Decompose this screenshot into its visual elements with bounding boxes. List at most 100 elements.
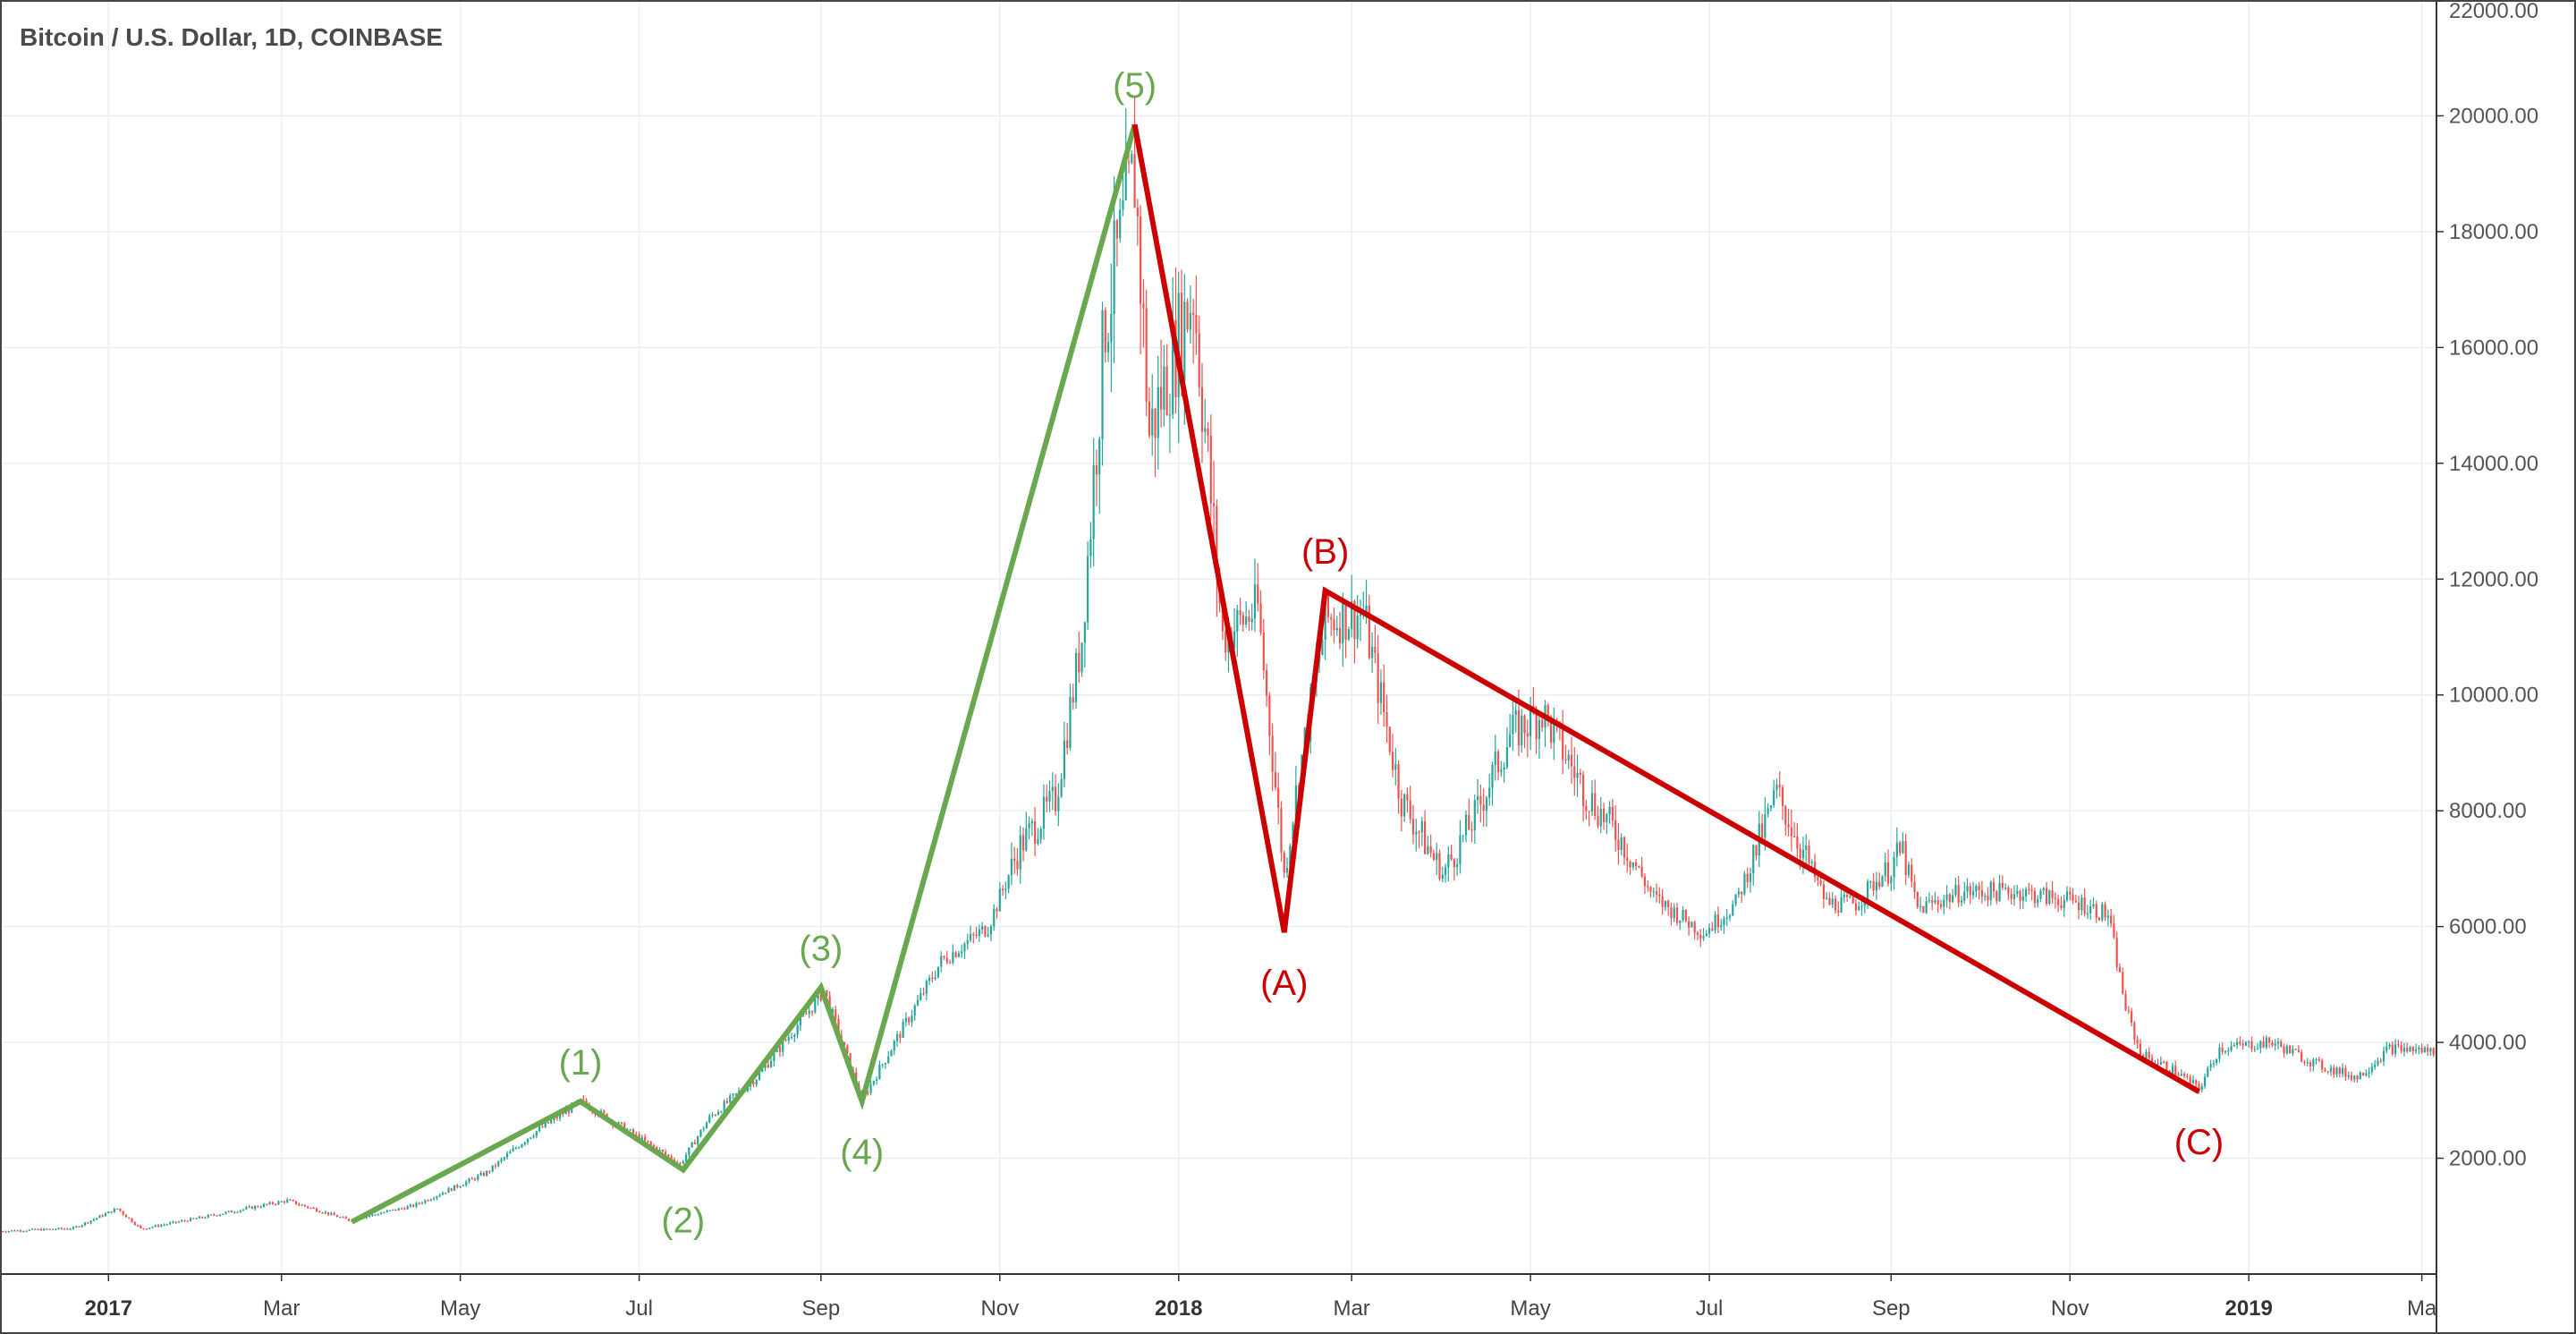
candle-body <box>2312 1059 2315 1066</box>
candle-body <box>2095 904 2097 918</box>
candle-body <box>488 1171 491 1173</box>
candle-body <box>1057 796 1060 811</box>
candle-body <box>277 1201 280 1204</box>
candle-body <box>1945 894 1948 900</box>
candle-body <box>339 1217 342 1219</box>
candle-body <box>1060 778 1063 797</box>
candle-body <box>981 926 984 930</box>
candle-body <box>2039 890 2042 899</box>
candle-body <box>1444 867 1447 875</box>
grid-lines <box>0 0 2436 1274</box>
candle-body <box>43 1228 46 1231</box>
candle-body <box>1530 706 1532 736</box>
candle-body <box>181 1220 183 1222</box>
candle-body <box>1411 819 1415 835</box>
candle-body <box>723 1100 725 1112</box>
candle-body <box>2104 904 2106 918</box>
candle-body <box>479 1173 482 1176</box>
candle-body <box>550 1119 553 1124</box>
candle-body <box>1849 896 1852 897</box>
candle-body <box>113 1209 115 1213</box>
candle-body <box>55 1228 57 1231</box>
candle-body <box>1420 820 1423 833</box>
candle-body <box>1326 593 1330 618</box>
candle-body <box>1872 880 1875 891</box>
candle-body <box>438 1194 441 1196</box>
wave-label: (5) <box>1113 66 1157 106</box>
candle-body <box>1500 769 1503 773</box>
candle-body <box>497 1160 500 1167</box>
candle-body <box>2165 1061 2168 1071</box>
candle-body <box>1567 754 1570 760</box>
candle-body <box>1277 787 1280 809</box>
candle-body <box>617 1122 620 1125</box>
candle-body <box>831 1009 835 1014</box>
candle-body <box>558 1113 562 1119</box>
candle-body <box>635 1134 638 1135</box>
candle-body <box>482 1173 485 1177</box>
candle-body <box>1159 387 1163 410</box>
candle-body <box>468 1178 470 1182</box>
candle-body <box>876 1079 878 1082</box>
candle-body <box>966 939 969 944</box>
candle-body <box>1016 861 1019 870</box>
candle-body <box>1843 895 1845 897</box>
candle-body <box>1626 857 1629 862</box>
candle-body <box>2271 1042 2274 1046</box>
candle-body <box>2248 1041 2250 1043</box>
wave-label: (A) <box>1260 964 1308 1003</box>
candle-body <box>107 1211 110 1214</box>
candle-body <box>248 1206 250 1208</box>
candle-body <box>1655 891 1658 895</box>
candle-body <box>1115 220 1119 239</box>
candle-body <box>2182 1074 2186 1076</box>
candle-body <box>1728 915 1732 918</box>
time-axis[interactable]: 2017 Mar May Jul Sep Nov 2018 Mar May Jul Sep Nov 20… <box>85 1274 2437 1321</box>
candle-body <box>1928 900 1931 902</box>
candle-body <box>629 1129 631 1131</box>
candle-body <box>19 1230 22 1232</box>
candle-body <box>1553 721 1555 743</box>
candle-body <box>1723 918 1725 925</box>
candle-body <box>1866 881 1869 901</box>
candle-body <box>2309 1062 2312 1066</box>
candle-body <box>1512 715 1514 735</box>
candle-body <box>1335 627 1338 631</box>
candle-body <box>415 1202 418 1207</box>
candle-body <box>225 1211 227 1214</box>
candle-body <box>1131 154 1133 163</box>
candle-body <box>1790 827 1792 837</box>
candle-body <box>453 1185 456 1191</box>
candle-body <box>1370 646 1374 659</box>
candle-body <box>1019 835 1021 870</box>
candle-body <box>2033 890 2037 904</box>
candle-body <box>567 1109 571 1113</box>
candle-body <box>2391 1044 2394 1055</box>
candle-body <box>1594 793 1597 817</box>
candle-body <box>1899 842 1902 854</box>
candle-body <box>1854 903 1858 911</box>
candle-body <box>1330 617 1333 620</box>
candle-body <box>1911 864 1913 882</box>
candle-body <box>1781 787 1784 806</box>
candle-body <box>275 1203 277 1205</box>
candle-body <box>110 1211 113 1213</box>
candle-body <box>1886 862 1890 884</box>
candle-body <box>1344 601 1347 640</box>
candle-body <box>1321 639 1324 656</box>
candle-body <box>963 943 966 952</box>
candle-body <box>869 1083 872 1093</box>
price-axis[interactable]: 2000.00 4000.00 6000.00 8000.00 10000.00 1200… <box>2436 0 2538 1171</box>
candle-body <box>2074 900 2077 903</box>
candle-body <box>1359 614 1362 616</box>
candle-body <box>494 1165 497 1167</box>
candle-body <box>535 1131 538 1136</box>
candle-body <box>2145 1051 2148 1061</box>
candle-body <box>1198 333 1200 387</box>
candle-body <box>1904 841 1907 875</box>
candle-body <box>904 1017 907 1022</box>
candle-body <box>204 1217 207 1219</box>
candle-body <box>1741 891 1743 895</box>
candle-body <box>1860 905 1863 907</box>
candle-body <box>2385 1046 2388 1051</box>
